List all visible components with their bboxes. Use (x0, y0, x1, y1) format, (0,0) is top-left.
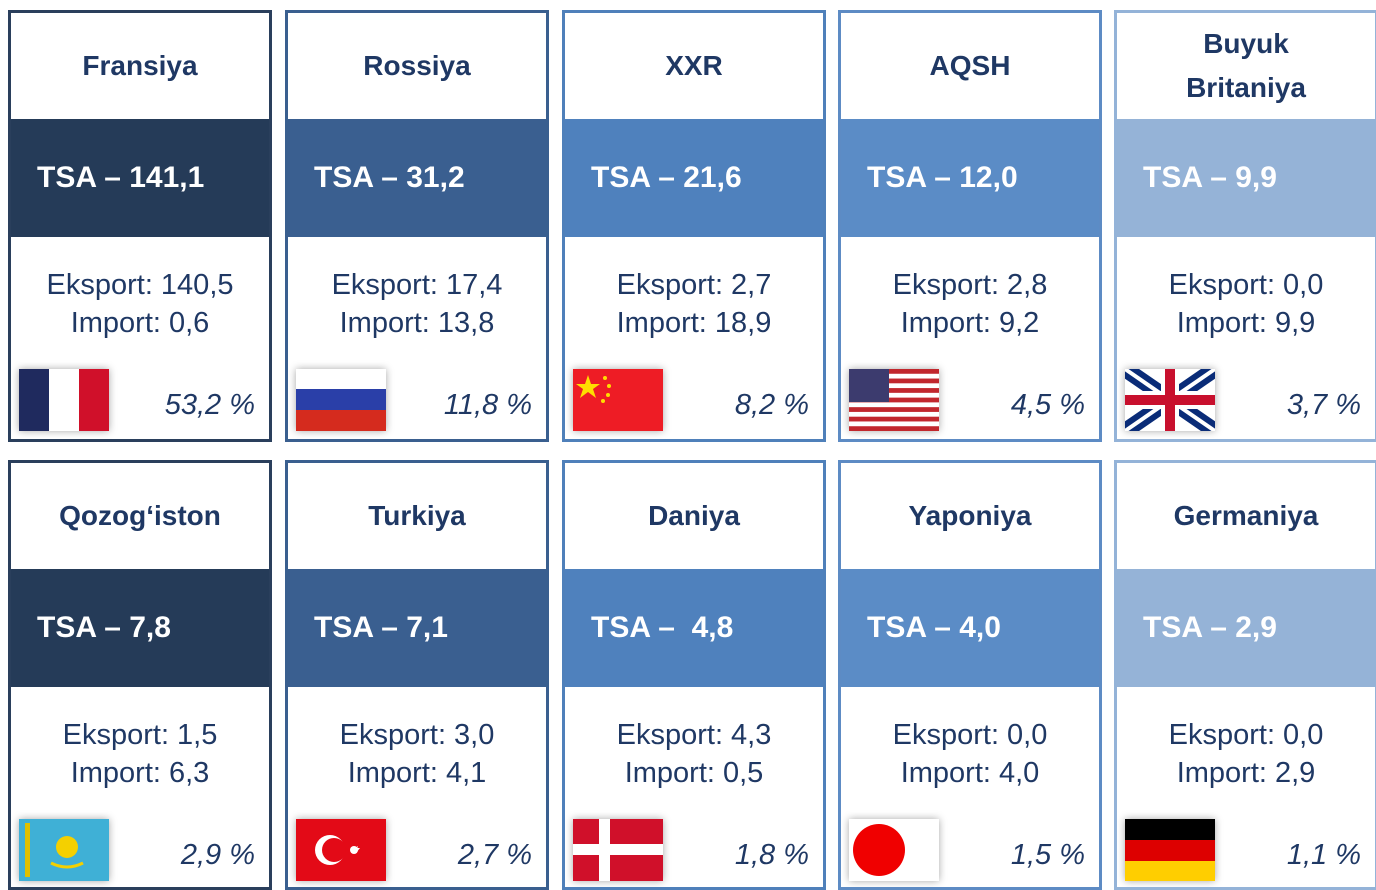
country-name: Turkiya (368, 500, 466, 531)
flag-icon (296, 819, 386, 881)
tsa-total: TSA – 31,2 (288, 119, 546, 237)
country-card: Germaniya TSA – 2,9 Eksport: 0,0 Import: 2,… (1114, 460, 1376, 890)
export-value: Eksport: 1,5 (62, 719, 218, 751)
country-card: Fransiya TSA – 141,1 Eksport: 140,5 Import:… (8, 10, 272, 442)
country-card: Rossiya TSA – 31,2 Eksport: 17,4 Import: 13… (285, 10, 549, 442)
flag-icon (1125, 819, 1215, 881)
import-value: Import: 4,0 (900, 757, 1040, 789)
share-percent: 8,2 % (734, 389, 809, 421)
flag-icon (1125, 369, 1215, 431)
export-value: Eksport: 2,8 (892, 269, 1048, 301)
share-percent: 1,5 % (1010, 839, 1085, 871)
flag-icon (19, 369, 109, 431)
import-value: Import: 2,9 (1176, 757, 1316, 789)
share-percent: 3,7 % (1286, 389, 1361, 421)
share-percent: 4,5 % (1010, 389, 1085, 421)
export-value: Eksport: 4,3 (616, 719, 772, 751)
trade-details: Eksport: 2,7 Import: 18,9 8,2 % (565, 237, 823, 439)
trade-details: Eksport: 1,5 Import: 6,3 2,9 % (11, 687, 269, 887)
country-name: Germaniya (1173, 500, 1319, 531)
import-value: Import: 4,1 (347, 757, 487, 789)
import-value: Import: 13,8 (339, 307, 495, 339)
tsa-total: TSA – 9,9 (1117, 119, 1375, 237)
flag-icon (849, 819, 939, 881)
trade-details: Eksport: 0,0 Import: 4,0 1,5 % (841, 687, 1099, 887)
import-value: Import: 9,9 (1176, 307, 1316, 339)
import-value: Import: 9,2 (900, 307, 1040, 339)
flag-icon (19, 819, 109, 881)
share-percent: 53,2 % (164, 389, 255, 421)
country-name: Buyuk Britaniya (1186, 28, 1306, 103)
trade-details: Eksport: 140,5 Import: 0,6 53,2 % (11, 237, 269, 439)
import-value: Import: 0,6 (70, 307, 210, 339)
tsa-total: TSA – 2,9 (1117, 569, 1375, 687)
country-card: XXR TSA – 21,6 Eksport: 2,7 Import: 18,9 8,2… (562, 10, 826, 442)
import-value: Import: 18,9 (616, 307, 772, 339)
country-card: Buyuk Britaniya TSA – 9,9 Eksport: 0,0 Impo… (1114, 10, 1376, 442)
flag-icon (849, 369, 939, 431)
flag-icon (296, 369, 386, 431)
tsa-total: TSA – 7,1 (288, 569, 546, 687)
share-percent: 11,8 % (443, 389, 532, 421)
tsa-total: TSA – 12,0 (841, 119, 1099, 237)
export-value: Eksport: 17,4 (331, 269, 503, 301)
country-name: Fransiya (82, 50, 198, 81)
trade-details: Eksport: 0,0 Import: 9,9 3,7 % (1117, 237, 1375, 439)
tsa-total: TSA – 141,1 (11, 119, 269, 237)
flag-icon (573, 369, 663, 431)
share-percent: 2,9 % (180, 839, 255, 871)
country-card: Turkiya TSA – 7,1 Eksport: 3,0 Import: 4,1 2… (285, 460, 549, 890)
trade-details: Eksport: 0,0 Import: 2,9 1,1 % (1117, 687, 1375, 887)
share-percent: 1,1 % (1286, 839, 1361, 871)
country-card: AQSH TSA – 12,0 Eksport: 2,8 Import: 9,2 4,5… (838, 10, 1102, 442)
country-card: Qozog‘iston TSA – 7,8 Eksport: 1,5 Import: … (8, 460, 272, 890)
export-value: Eksport: 0,0 (892, 719, 1048, 751)
export-value: Eksport: 0,0 (1168, 269, 1324, 301)
trade-details: Eksport: 2,8 Import: 9,2 4,5 % (841, 237, 1099, 439)
export-value: Eksport: 140,5 (46, 269, 234, 301)
country-name: Qozog‘iston (59, 500, 221, 531)
country-card: Daniya TSA – 4,8 Eksport: 4,3 Import: 0,5 1,… (562, 460, 826, 890)
export-value: Eksport: 0,0 (1168, 719, 1324, 751)
tsa-total: TSA – 4,0 (841, 569, 1099, 687)
tsa-total: TSA – 21,6 (565, 119, 823, 237)
country-name: Rossiya (363, 50, 471, 81)
trade-details: Eksport: 17,4 Import: 13,8 11,8 % (288, 237, 546, 439)
export-value: Eksport: 2,7 (616, 269, 772, 301)
country-name: Daniya (648, 500, 740, 531)
trade-details: Eksport: 3,0 Import: 4,1 2,7 % (288, 687, 546, 887)
export-value: Eksport: 3,0 (339, 719, 495, 751)
country-name: Yaponiya (908, 500, 1032, 531)
import-value: Import: 0,5 (624, 757, 764, 789)
country-name: XXR (665, 50, 723, 81)
tsa-total: TSA – 7,8 (11, 569, 269, 687)
share-percent: 2,7 % (457, 839, 532, 871)
tsa-total: TSA – 4,8 (565, 569, 823, 687)
flag-icon (573, 819, 663, 881)
country-name: AQSH (929, 50, 1011, 81)
country-card: Yaponiya TSA – 4,0 Eksport: 0,0 Import: 4,0… (838, 460, 1102, 890)
import-value: Import: 6,3 (70, 757, 210, 789)
trade-details: Eksport: 4,3 Import: 0,5 1,8 % (565, 687, 823, 887)
share-percent: 1,8 % (734, 839, 809, 871)
